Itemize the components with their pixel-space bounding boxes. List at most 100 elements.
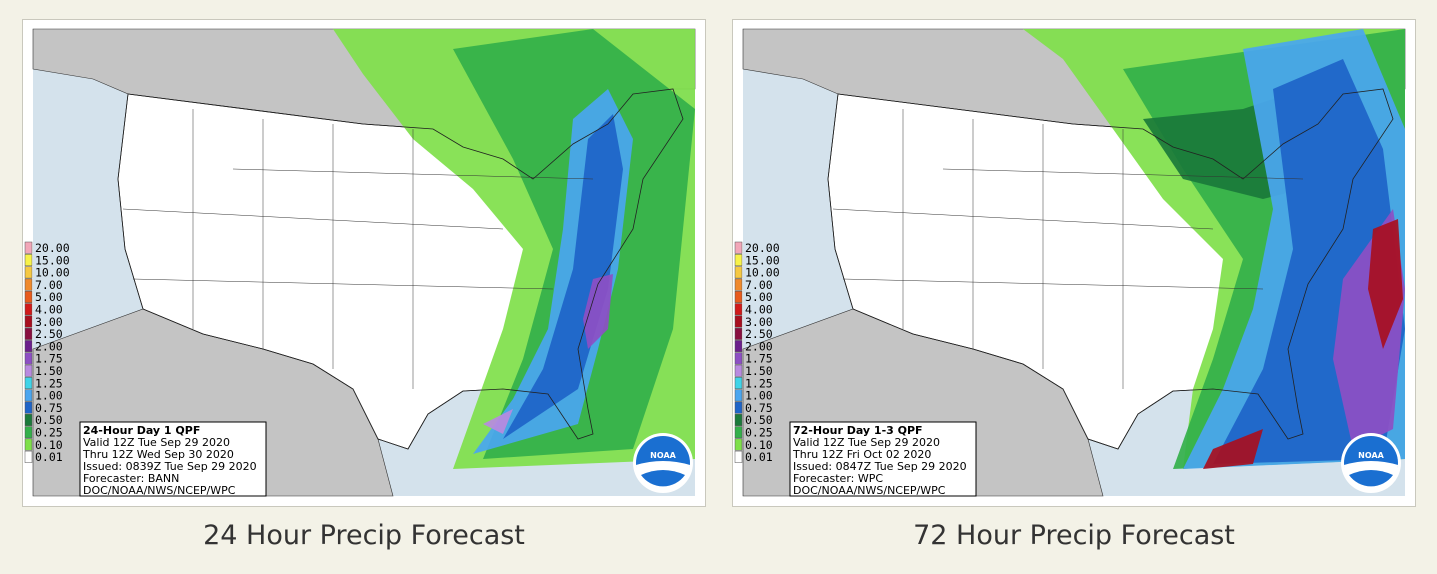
map-area <box>742 28 1406 497</box>
legend-label: 1.25 <box>745 376 773 390</box>
legend-label: 15.00 <box>745 253 780 267</box>
legend-swatch <box>24 266 33 279</box>
legend-label: 7.00 <box>745 278 773 292</box>
state-border <box>942 168 1304 180</box>
legend-label: 2.50 <box>35 327 63 341</box>
legend-swatch <box>24 303 33 316</box>
legend-label: 4.00 <box>745 303 773 317</box>
legend-swatch <box>24 327 33 340</box>
legend-swatch <box>734 426 743 439</box>
legend-label: 0.25 <box>35 426 63 440</box>
legend-label: 0.50 <box>35 413 63 427</box>
legend-label: 10.00 <box>35 266 70 280</box>
legend-label: 3.00 <box>35 315 63 329</box>
legend-label: 1.75 <box>745 352 773 366</box>
legend-label: 0.10 <box>745 438 773 452</box>
us-outline <box>827 88 1394 450</box>
precip-area <box>483 409 513 434</box>
legend-label: 0.01 <box>35 450 63 464</box>
legend-label: 0.10 <box>35 438 63 452</box>
legend-label: 0.75 <box>35 401 63 415</box>
legend-label: 5.00 <box>35 290 63 304</box>
info-line: DOC/NOAA/NWS/NCEP/WPC <box>793 484 946 497</box>
legend-swatch <box>734 266 743 279</box>
legend-swatch <box>734 438 743 451</box>
info-box <box>789 421 977 497</box>
legend-swatch <box>24 290 33 303</box>
legend-label: 0.01 <box>745 450 773 464</box>
legend-swatch <box>734 377 743 390</box>
state-border <box>232 168 594 180</box>
logo-text: NOAA <box>1358 451 1384 460</box>
legend-label: 10.00 <box>745 266 780 280</box>
map-area <box>32 28 696 497</box>
legend-swatch <box>24 413 33 426</box>
info-line: Thru 12Z Wed Sep 30 2020 <box>82 448 234 461</box>
legend-label: 5.00 <box>745 290 773 304</box>
caption: 24 Hour Precip Forecast <box>203 520 525 551</box>
state-border <box>132 278 554 290</box>
map-panel: 20.00 15.00 10.00 7.00 5.00 4.00 3.00 2.50 2.00 1… <box>22 19 706 507</box>
legend-swatch <box>24 438 33 451</box>
legend-label: 7.00 <box>35 278 63 292</box>
legend-label: 2.00 <box>35 339 63 353</box>
legend-label: 1.50 <box>745 364 773 378</box>
info-line: Thru 12Z Fri Oct 02 2020 <box>792 448 931 461</box>
legend-swatch <box>734 401 743 414</box>
legend-swatch <box>24 315 33 328</box>
legend-label: 1.00 <box>745 389 773 403</box>
info-box <box>79 421 267 497</box>
legend-swatch <box>734 327 743 340</box>
legend-label: 1.00 <box>35 389 63 403</box>
map: 20.0015.0010.007.005.004.003.002.502.001… <box>24 28 696 497</box>
legend-swatch <box>24 364 33 377</box>
info-line: 24-Hour Day 1 QPF <box>83 424 200 437</box>
legend-swatch <box>734 413 743 426</box>
legend-label: 1.50 <box>35 364 63 378</box>
legend-swatch <box>24 352 33 365</box>
legend-swatch <box>24 426 33 439</box>
info-line: Forecaster: BANN <box>83 472 179 485</box>
legend-swatch <box>734 450 743 463</box>
legend-label: 1.25 <box>35 376 63 390</box>
legend-swatch <box>24 389 33 402</box>
info-line: Valid 12Z Tue Sep 29 2020 <box>793 436 940 449</box>
legend-swatch <box>24 241 33 254</box>
logo-text: NOAA <box>650 451 676 460</box>
precip-area <box>1203 429 1263 469</box>
precip-area <box>503 114 623 439</box>
legend-swatch <box>734 254 743 267</box>
legend-label: 1.75 <box>35 352 63 366</box>
legend-swatch <box>734 352 743 365</box>
legend-swatch <box>24 401 33 414</box>
legend-swatch <box>734 364 743 377</box>
map-panel: 20.00 15.00 10.00 7.00 5.00 4.00 3.00 2.50 2.00 1… <box>732 19 1416 507</box>
legend-swatch <box>734 389 743 402</box>
legend-label: 0.75 <box>745 401 773 415</box>
precip-area <box>583 274 613 349</box>
logo-wave <box>1349 470 1393 487</box>
info-line: Issued: 0847Z Tue Sep 29 2020 <box>793 460 967 473</box>
legend-label: 2.00 <box>745 339 773 353</box>
legend-label: 0.25 <box>745 426 773 440</box>
state-border <box>842 278 1264 290</box>
legend-label: 3.00 <box>745 315 773 329</box>
state-border <box>122 208 504 230</box>
logo-wave <box>641 470 685 487</box>
legend-label: 15.00 <box>35 253 70 267</box>
legend-swatch <box>24 278 33 291</box>
legend-label: 20.00 <box>745 241 780 255</box>
precip-area <box>1368 219 1403 349</box>
state-border <box>832 208 1214 230</box>
legend-swatch <box>24 254 33 267</box>
legend-label: 20.00 <box>35 241 70 255</box>
info-line: Issued: 0839Z Tue Sep 29 2020 <box>83 460 257 473</box>
legend-label: 2.50 <box>745 327 773 341</box>
info-line: Valid 12Z Tue Sep 29 2020 <box>83 436 230 449</box>
legend-swatch <box>24 450 33 463</box>
legend-swatch <box>734 340 743 353</box>
map: 20.0015.0010.007.005.004.003.002.502.001… <box>734 28 1406 497</box>
info-line: Forecaster: WPC <box>793 472 883 485</box>
legend-swatch <box>734 315 743 328</box>
